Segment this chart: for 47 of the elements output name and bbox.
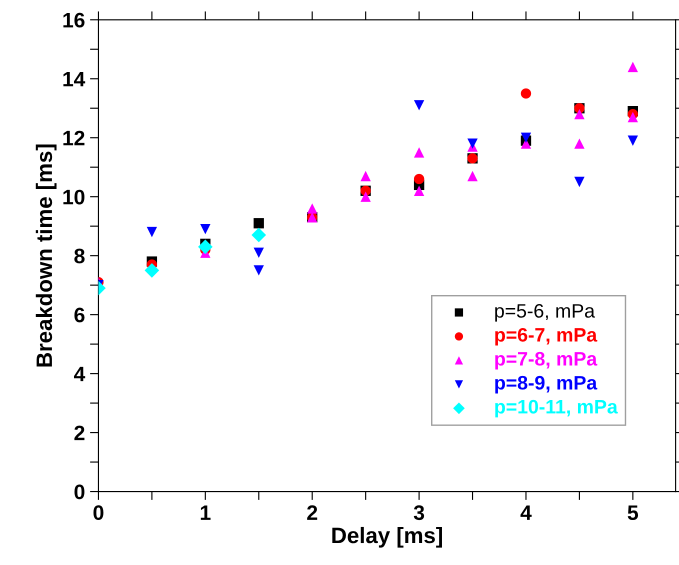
y-tick-label: 2 (74, 426, 84, 440)
x-tick-label: 4 (520, 506, 532, 520)
y-tick-label: 14 (63, 72, 86, 86)
legend-label: p=10-11, mPa (495, 400, 618, 418)
point (307, 203, 318, 214)
legend-label: p=5-6, mPa (495, 304, 595, 322)
point (574, 176, 585, 188)
legend-label: p=6-7, mPa (495, 328, 598, 346)
point (144, 263, 160, 278)
point (520, 88, 532, 99)
y-tick-label: 4 (74, 366, 86, 382)
x-tick-label: 1 (200, 506, 211, 520)
point (628, 136, 638, 146)
point (414, 186, 424, 196)
y-tick-label: 10 (63, 190, 84, 204)
point (414, 100, 424, 110)
y-axis-title: Breakdown time [ms] (36, 144, 57, 367)
point (414, 174, 424, 184)
point (251, 228, 266, 242)
point (628, 112, 638, 122)
point (574, 138, 585, 149)
x-axis-title: Delay [ms] (332, 526, 442, 548)
y-tick-label: 0 (74, 484, 84, 500)
point (628, 62, 638, 72)
x-tick-label: 5 (628, 506, 638, 520)
point (574, 108, 585, 120)
point (198, 240, 213, 254)
point (414, 147, 424, 158)
point (254, 218, 264, 228)
x-tick-label: 0 (93, 505, 104, 520)
x-tick-label: 3 (414, 505, 424, 520)
point (360, 192, 371, 202)
point (254, 265, 264, 276)
legend-label: p=8-9, mPa (495, 376, 598, 394)
point (467, 138, 478, 149)
point (467, 170, 478, 182)
point (146, 226, 158, 238)
y-tick-label: 6 (74, 308, 85, 322)
y-tick-label: 8 (74, 248, 85, 264)
x-tick-label: 2 (307, 505, 318, 520)
y-tick-label: 12 (63, 130, 84, 146)
point (254, 248, 264, 258)
point (360, 170, 371, 182)
point (520, 132, 532, 143)
point (200, 224, 210, 234)
legend-label: p=7-8, mPa (495, 352, 598, 370)
y-tick-label: 16 (63, 12, 85, 28)
